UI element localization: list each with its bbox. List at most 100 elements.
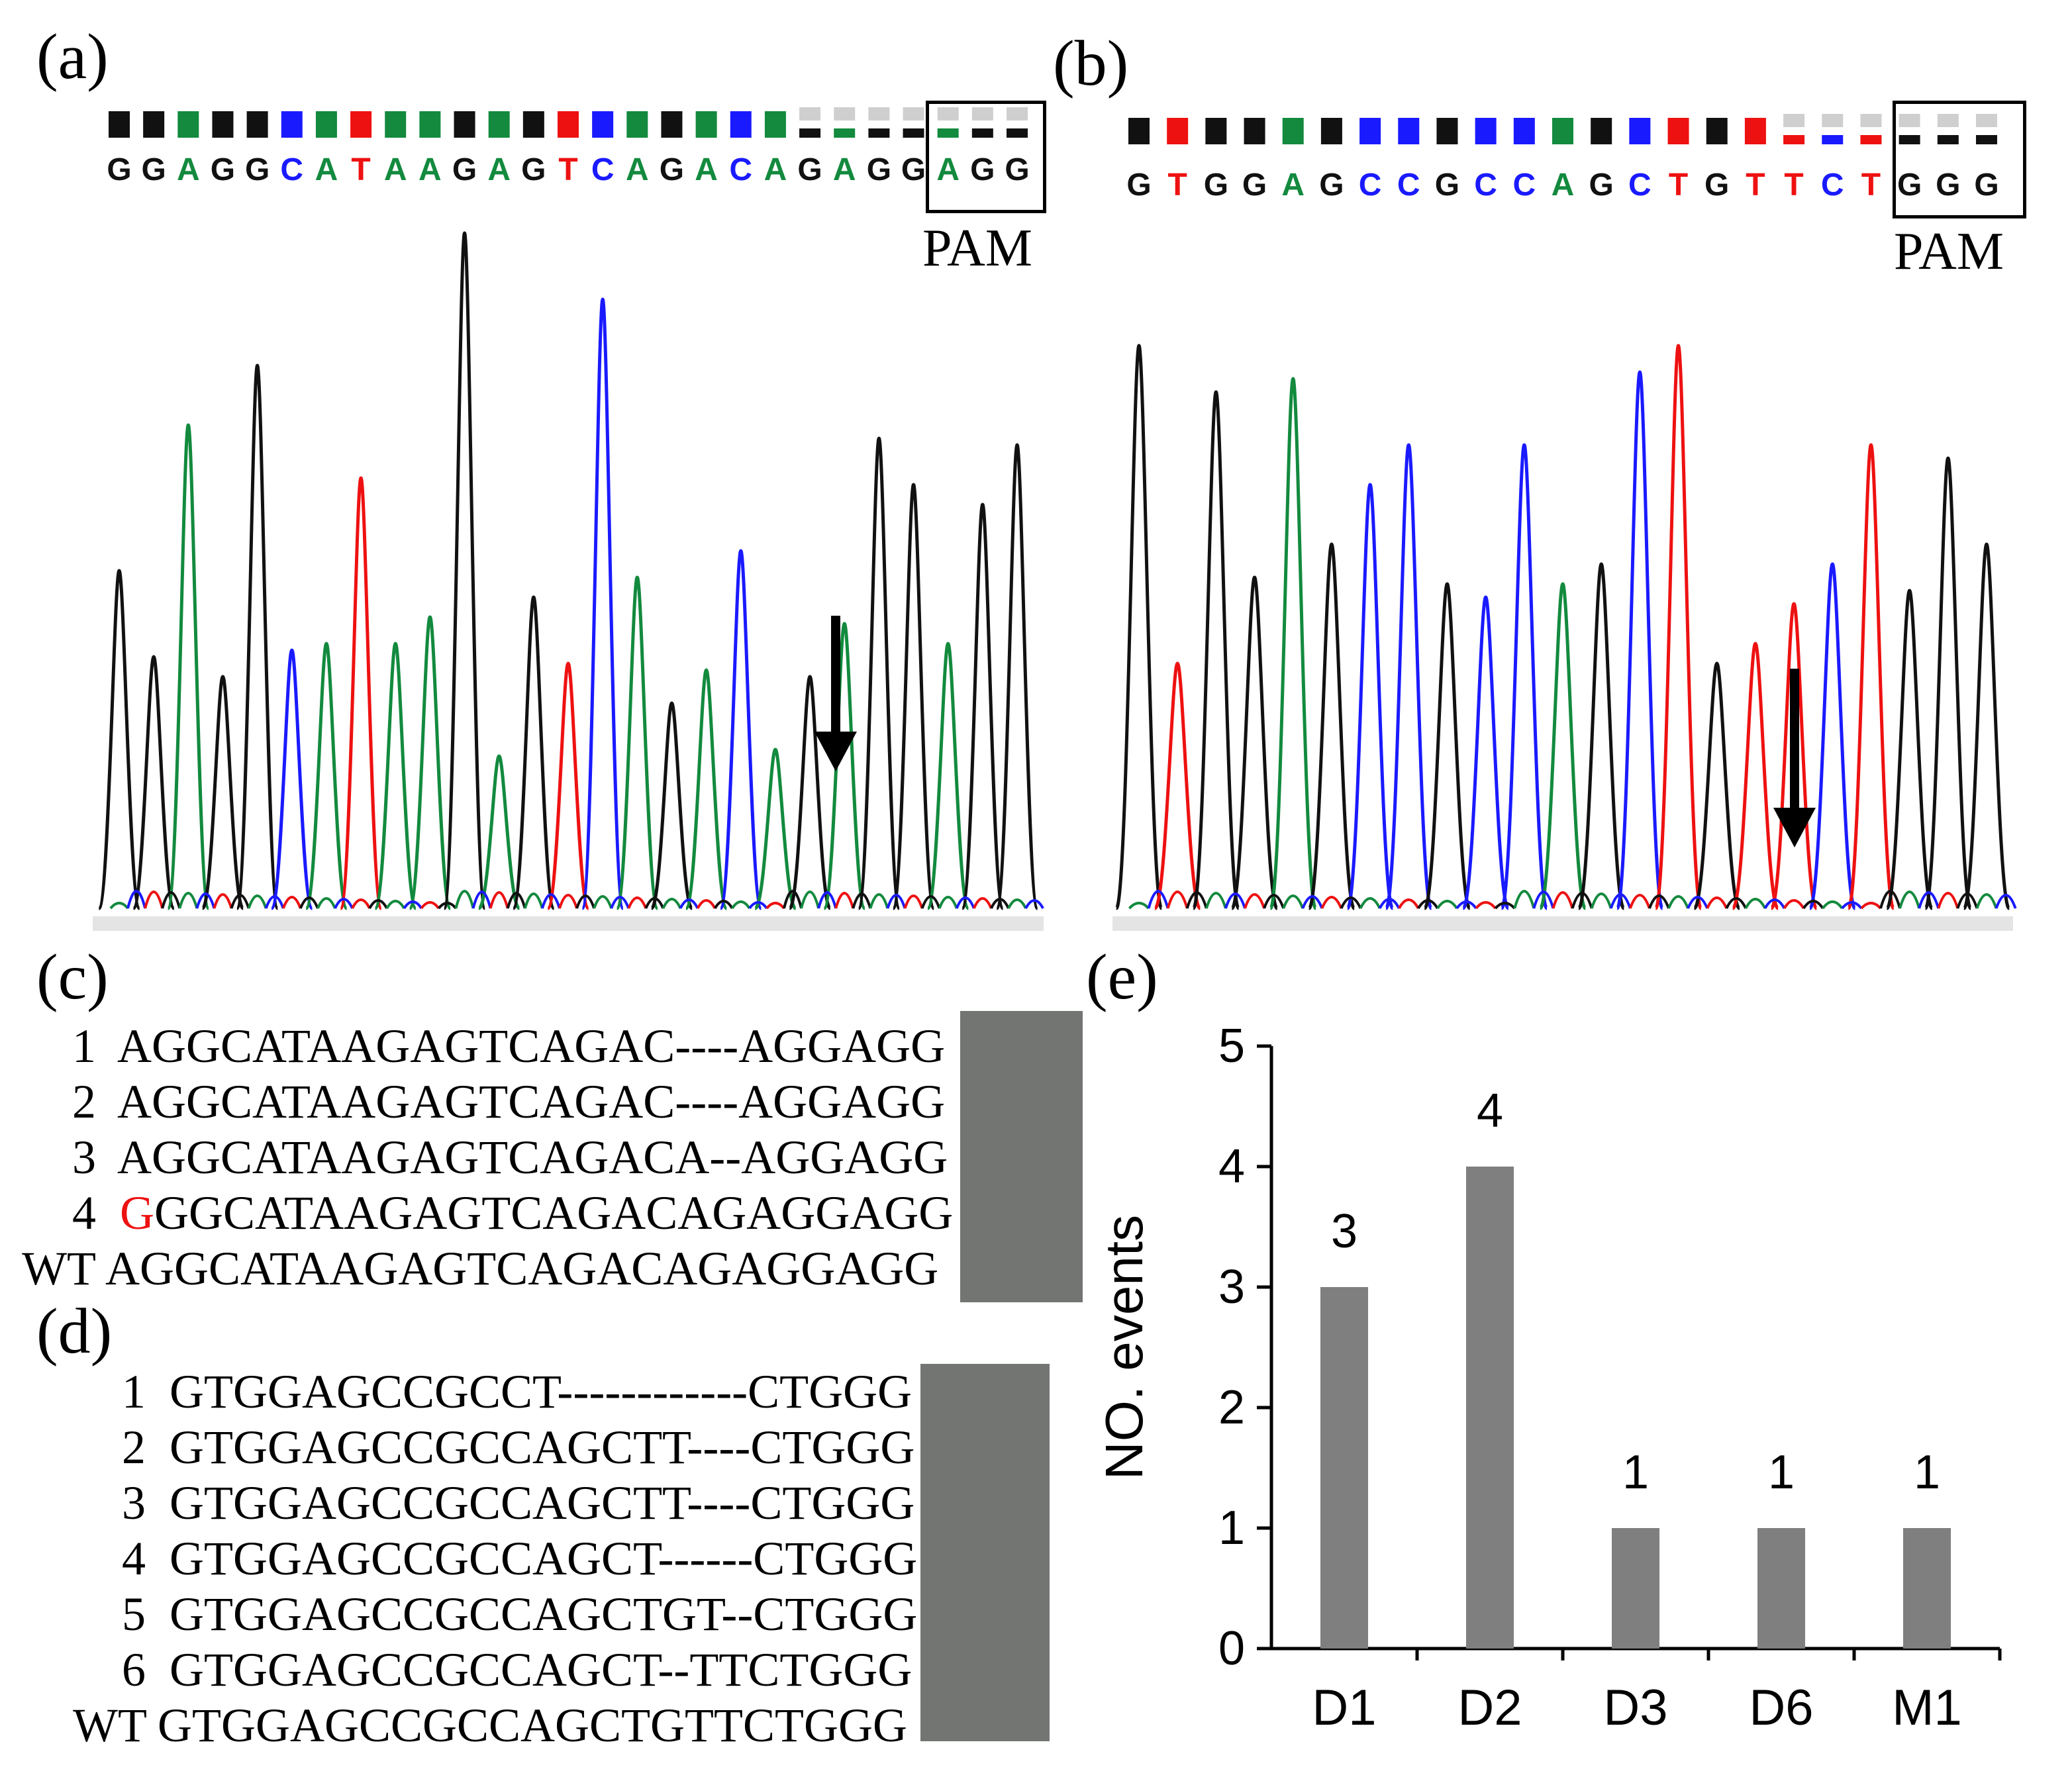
alignment-c-row-4: 4 GGGCATAAGAGTCAGACAGAGGAGG (40, 1185, 953, 1241)
quality-bar (522, 111, 544, 138)
scale-strip (93, 916, 1044, 931)
quality-bar (1359, 118, 1381, 144)
alignment-c-row-2: 2 AGGCATAAGAGTCAGAC----AGGAGG (40, 1074, 953, 1129)
base-letter: G (1319, 168, 1344, 203)
quality-bar (1899, 135, 1920, 144)
quality-bar (558, 111, 579, 138)
arrow-head (1773, 808, 1816, 847)
trace-peak (822, 622, 867, 910)
trace-noise (403, 900, 423, 910)
trace-noise (1841, 901, 1863, 910)
row-pam: GGG (811, 1476, 915, 1529)
quality-bar (1937, 135, 1959, 144)
trace-noise (178, 892, 199, 909)
row-pam: AGG (844, 1131, 948, 1184)
quality-bar (315, 111, 337, 138)
row-pam: AGG (842, 1020, 946, 1073)
trace-peak (1653, 344, 1703, 910)
base-letter: T (1669, 168, 1688, 203)
trace-noise (765, 902, 785, 910)
quality-bar (419, 111, 441, 138)
quality-bar (1552, 118, 1573, 144)
quality-bar-faint (937, 107, 959, 120)
base-letter: G (1974, 168, 1998, 203)
row-pam: GGG (804, 1699, 908, 1752)
row-seq: AGGCATAAGAGTCAGAC----AGG (117, 1020, 842, 1073)
base-letter: G (660, 152, 684, 187)
trace-noise (1937, 892, 1959, 909)
pam-shade-d (920, 1364, 1050, 1741)
base-letter: T (1746, 168, 1765, 203)
trace-noise (334, 898, 354, 909)
base-letter: T (1861, 168, 1881, 203)
trace-noise (1725, 897, 1748, 909)
base-letter: C (1512, 168, 1536, 203)
base-letter: G (107, 152, 131, 187)
alignment-d-row-6: 6 GTGGAGCCGCCAGCT--TTCTGGG (93, 1642, 917, 1698)
trace-noise (454, 890, 475, 909)
base-letter: G (245, 152, 270, 187)
base-letter: C (1628, 168, 1652, 203)
trace-noise (264, 895, 285, 909)
row-pam: GGG (809, 1365, 913, 1418)
trace-noise (938, 896, 958, 909)
alignment-c-row-3: 3 AGGCATAAGAGTCAGACA--AGGAGG (40, 1129, 953, 1185)
trace-noise (1320, 896, 1343, 909)
quality-bar-faint (1007, 107, 1028, 120)
base-letter: A (833, 152, 856, 187)
trace-noise (1532, 890, 1555, 909)
trace-noise (351, 898, 371, 909)
quality-bar (1976, 135, 1997, 144)
trace-noise (523, 892, 544, 909)
base-letter: C (1397, 168, 1420, 203)
trace-peak (338, 476, 383, 910)
row-seq: GGCATAAGAGTCAGACAGAGG (154, 1186, 850, 1239)
trace-peak (235, 363, 279, 910)
trace-noise (420, 901, 440, 910)
base-letter: T (1784, 168, 1803, 203)
panel-label-d: (d) (36, 1296, 113, 1367)
trace-noise (903, 894, 924, 909)
trace-peak (1230, 575, 1279, 910)
data-label: 3 (1331, 1205, 1357, 1258)
alignment-d-row-3: 3 GTGGAGCCGCCAGCTT----CTGGG (93, 1475, 917, 1531)
trace-peak (1422, 582, 1472, 910)
trace-noise (489, 891, 509, 909)
quality-bar (764, 111, 786, 138)
alignment-d: 1 GTGGAGCCGCCT------------CTGGG 2 GTGGAG… (73, 1364, 917, 1753)
row-seq: GTGGAGCCGCCT------------CT (170, 1365, 809, 1418)
quality-bar (1167, 118, 1189, 144)
quality-bar (350, 111, 372, 138)
base-letter: A (1281, 168, 1305, 203)
row-id: 5 (122, 1588, 146, 1641)
quality-bar-faint (971, 107, 993, 120)
trace-peak (373, 642, 418, 910)
trace-noise (1571, 892, 1593, 909)
trace-noise (679, 898, 699, 909)
quality-bar-faint (868, 107, 890, 120)
trace-noise (1224, 892, 1246, 909)
trace-peak (1346, 483, 1395, 910)
x-tick-label: D6 (1749, 1680, 1813, 1736)
alignment-d-row-wt: WT GTGGAGCCGCCAGCTGTTCTGGG (73, 1698, 917, 1753)
base-letter: A (315, 152, 338, 187)
trace-peak (1962, 542, 2011, 910)
trace-noise (195, 892, 216, 909)
trace-peak (581, 297, 625, 910)
trace-noise (1417, 899, 1439, 910)
trace-noise (1359, 897, 1381, 909)
pam-box-a (926, 101, 1046, 213)
trace-noise (662, 898, 682, 909)
quality-bar-faint (834, 107, 856, 120)
quality-bar (730, 111, 752, 138)
quality-bar (1205, 118, 1227, 144)
trace-noise (920, 895, 941, 909)
bar-d6 (1757, 1528, 1805, 1649)
base-letter: G (797, 152, 822, 187)
trace-noise (1975, 893, 1998, 909)
trace-noise (1263, 894, 1285, 909)
row-pam: AGG (835, 1242, 939, 1295)
x-tick-label: M1 (1892, 1680, 1962, 1736)
trace-peak (442, 231, 487, 910)
